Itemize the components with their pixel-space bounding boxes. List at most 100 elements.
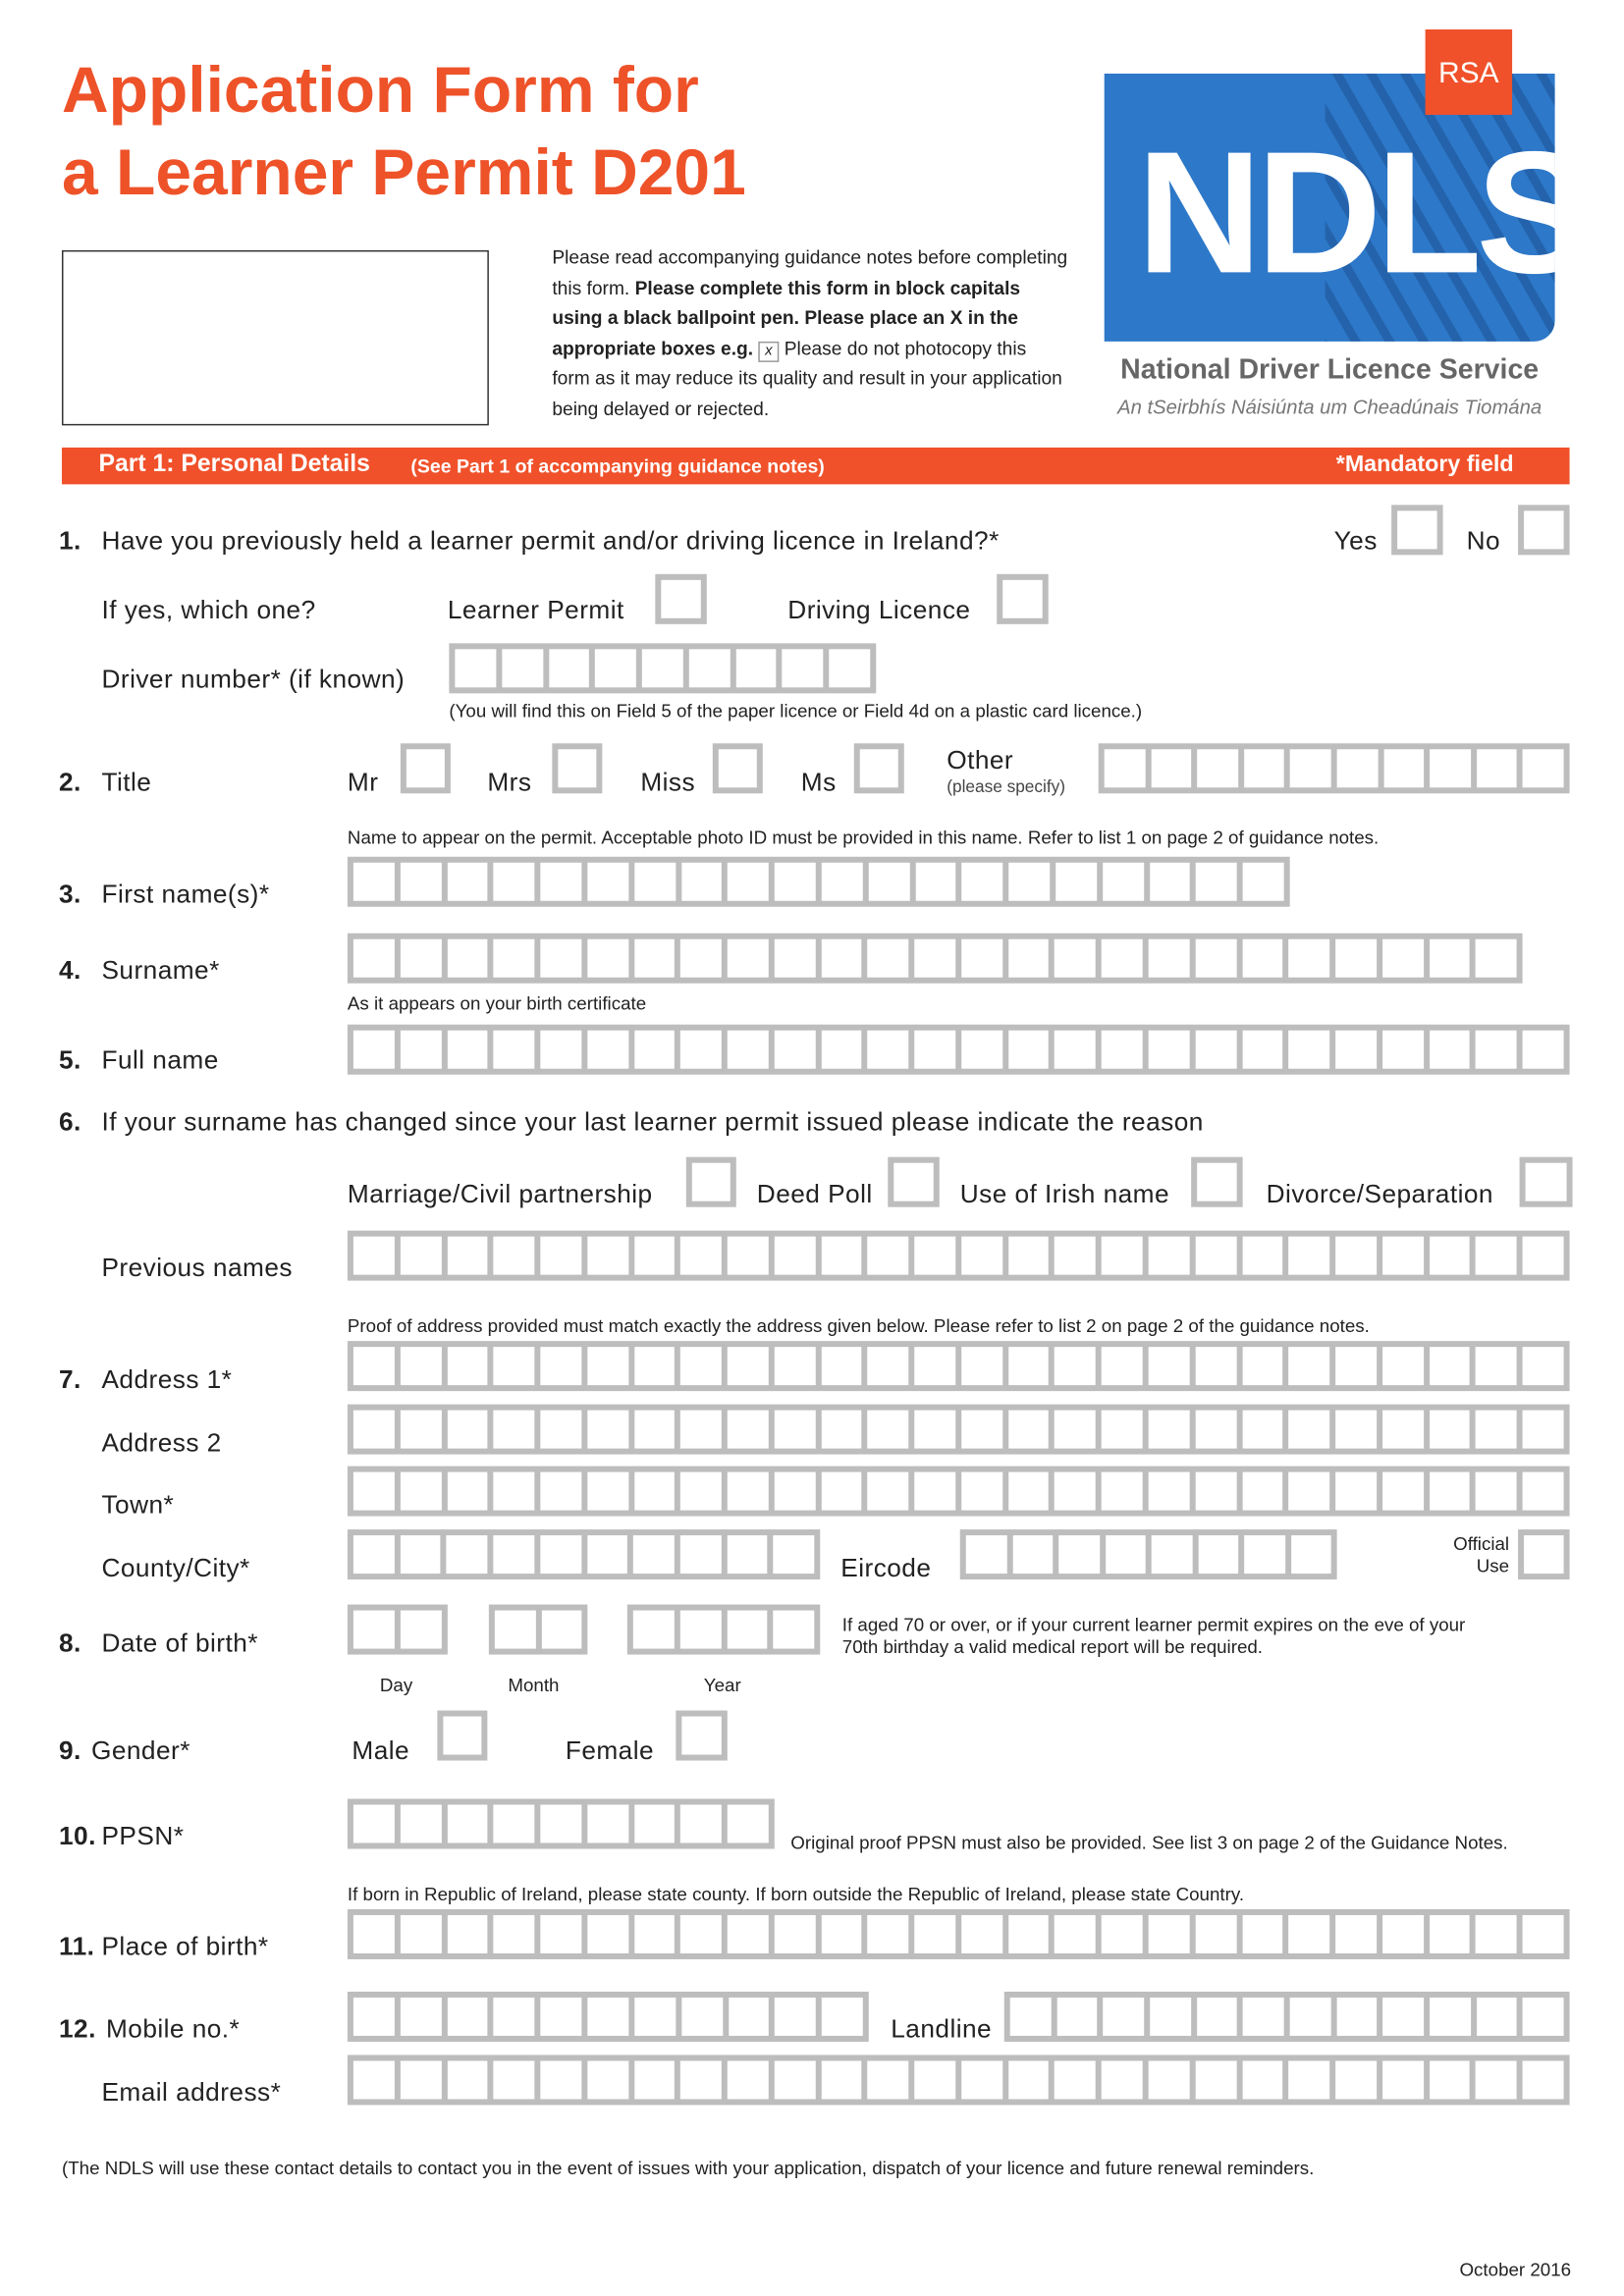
character-cell[interactable] [1196, 862, 1237, 901]
character-cell[interactable] [718, 749, 757, 788]
character-cell[interactable] [1476, 1347, 1517, 1386]
character-cell[interactable] [821, 862, 863, 901]
character-cell[interactable] [1522, 1471, 1564, 1511]
character-cell[interactable] [493, 862, 535, 901]
other-title-input[interactable] [1098, 743, 1570, 794]
character-cell[interactable] [1476, 1914, 1517, 1953]
character-cell[interactable] [1055, 1410, 1097, 1449]
character-cell[interactable] [1011, 1535, 1054, 1575]
character-cell[interactable] [1151, 1535, 1192, 1575]
character-cell[interactable] [1195, 1236, 1236, 1275]
character-cell[interactable] [1102, 938, 1143, 978]
character-cell[interactable] [1382, 749, 1425, 788]
character-cell[interactable] [867, 1471, 909, 1511]
character-cell[interactable] [1524, 510, 1564, 550]
character-cell[interactable] [1103, 1997, 1145, 2036]
character-cell[interactable] [540, 1997, 582, 2036]
character-cell[interactable] [1241, 2060, 1283, 2100]
character-cell[interactable] [493, 1471, 535, 1511]
character-cell[interactable] [680, 862, 723, 901]
character-cell[interactable] [1241, 1914, 1283, 1953]
character-cell[interactable] [680, 2060, 722, 2100]
character-cell[interactable] [961, 1410, 1002, 1449]
character-cell[interactable] [1288, 938, 1330, 978]
character-cell[interactable] [633, 1804, 676, 1843]
character-cell[interactable] [867, 1236, 909, 1275]
character-cell[interactable] [1148, 1236, 1190, 1275]
character-cell[interactable] [893, 1162, 934, 1201]
landline-input[interactable] [1003, 1991, 1570, 2042]
character-cell[interactable] [775, 862, 816, 901]
character-cell[interactable] [914, 1410, 956, 1449]
character-cell[interactable] [1241, 1347, 1283, 1386]
character-cell[interactable] [558, 749, 597, 788]
photo-box[interactable] [61, 249, 489, 426]
character-cell[interactable] [447, 1997, 489, 2036]
character-cell[interactable] [1148, 1471, 1190, 1511]
character-cell[interactable] [1102, 1030, 1143, 1069]
character-cell[interactable] [727, 1914, 769, 1953]
character-cell[interactable] [502, 649, 543, 688]
surname-input[interactable] [347, 933, 1523, 984]
character-cell[interactable] [1241, 1410, 1283, 1449]
character-cell[interactable] [352, 1535, 395, 1575]
character-cell[interactable] [1522, 1914, 1564, 1953]
character-cell[interactable] [1102, 862, 1144, 901]
character-cell[interactable] [961, 1347, 1002, 1386]
character-cell[interactable] [679, 1535, 722, 1575]
character-cell[interactable] [633, 1914, 676, 1953]
character-cell[interactable] [1195, 1030, 1236, 1069]
character-cell[interactable] [400, 1914, 442, 1953]
character-cell[interactable] [352, 1997, 395, 2036]
character-cell[interactable] [352, 1347, 395, 1386]
character-cell[interactable] [1476, 938, 1517, 978]
character-cell[interactable] [1288, 1471, 1330, 1511]
learner-permit-checkbox[interactable] [655, 573, 707, 624]
character-cell[interactable] [914, 1236, 956, 1275]
character-cell[interactable] [1290, 1535, 1331, 1575]
character-cell[interactable] [1102, 2060, 1143, 2100]
character-cell[interactable] [587, 1030, 628, 1069]
character-cell[interactable] [352, 1410, 395, 1449]
character-cell[interactable] [961, 1914, 1002, 1953]
character-cell[interactable] [961, 1030, 1002, 1069]
address1-input[interactable] [347, 1341, 1570, 1392]
character-cell[interactable] [1522, 1236, 1564, 1275]
character-cell[interactable] [1381, 1030, 1424, 1069]
character-cell[interactable] [774, 1410, 816, 1449]
character-cell[interactable] [1102, 1471, 1143, 1511]
dob-month-input[interactable] [488, 1604, 588, 1655]
character-cell[interactable] [680, 1410, 722, 1449]
character-cell[interactable] [1522, 1030, 1564, 1069]
character-cell[interactable] [493, 1236, 535, 1275]
character-cell[interactable] [821, 938, 862, 978]
marriage-checkbox[interactable] [685, 1156, 736, 1207]
character-cell[interactable] [633, 1030, 676, 1069]
character-cell[interactable] [1055, 1914, 1097, 1953]
character-cell[interactable] [775, 1997, 816, 2036]
character-cell[interactable] [595, 649, 637, 688]
first-name-input[interactable] [347, 856, 1290, 907]
character-cell[interactable] [493, 1410, 535, 1449]
character-cell[interactable] [1429, 1914, 1471, 1953]
character-cell[interactable] [447, 1347, 488, 1386]
character-cell[interactable] [914, 1471, 956, 1511]
character-cell[interactable] [1007, 1347, 1050, 1386]
character-cell[interactable] [1243, 749, 1285, 788]
character-cell[interactable] [773, 1535, 815, 1575]
character-cell[interactable] [447, 2060, 488, 2100]
character-cell[interactable] [540, 1914, 582, 1953]
character-cell[interactable] [1055, 1236, 1097, 1275]
character-cell[interactable] [447, 938, 488, 978]
character-cell[interactable] [1150, 1997, 1191, 2036]
character-cell[interactable] [493, 938, 535, 978]
character-cell[interactable] [447, 1236, 488, 1275]
character-cell[interactable] [821, 2060, 862, 2100]
character-cell[interactable] [1007, 938, 1050, 978]
character-cell[interactable] [727, 1535, 768, 1575]
character-cell[interactable] [400, 1997, 442, 2036]
character-cell[interactable] [1288, 1236, 1330, 1275]
character-cell[interactable] [540, 1471, 582, 1511]
character-cell[interactable] [400, 938, 442, 978]
character-cell[interactable] [680, 938, 722, 978]
